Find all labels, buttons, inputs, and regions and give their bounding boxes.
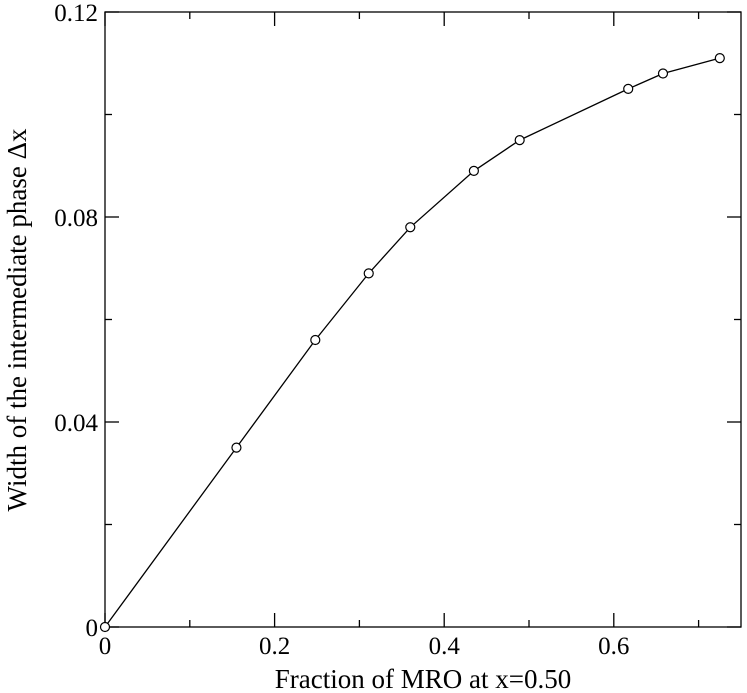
y-axis-title: Width of the intermediate phase Δx [2, 128, 32, 511]
data-point [514, 135, 525, 146]
x-tick-label: 0.2 [259, 633, 290, 660]
data-point [231, 442, 242, 453]
plot-frame [104, 11, 742, 628]
y-tick-label: 0.08 [54, 205, 98, 232]
data-point [623, 83, 634, 94]
data-point [405, 222, 416, 233]
x-tick-label: 0.4 [429, 633, 461, 660]
x-axis-title: Fraction of MRO at x=0.50 [275, 664, 571, 693]
y-tick-label: 0 [86, 615, 99, 642]
data-point [468, 165, 479, 176]
x-tick-label: 0.6 [598, 633, 629, 660]
data-point [363, 268, 374, 279]
x-tick-label: 0 [99, 633, 112, 660]
y-tick-label: 0.12 [54, 0, 98, 27]
data-point [714, 53, 725, 64]
data-point [310, 334, 321, 346]
tick-labels: 0 0.2 0.4 0.6 0 0.04 0.08 0.12 [54, 0, 629, 660]
axis-ticks [104, 11, 741, 628]
data-point [657, 68, 669, 79]
series-layer [99, 53, 725, 633]
data-point [99, 621, 111, 633]
series-line [104, 57, 720, 628]
y-tick-label: 0.04 [54, 410, 98, 437]
